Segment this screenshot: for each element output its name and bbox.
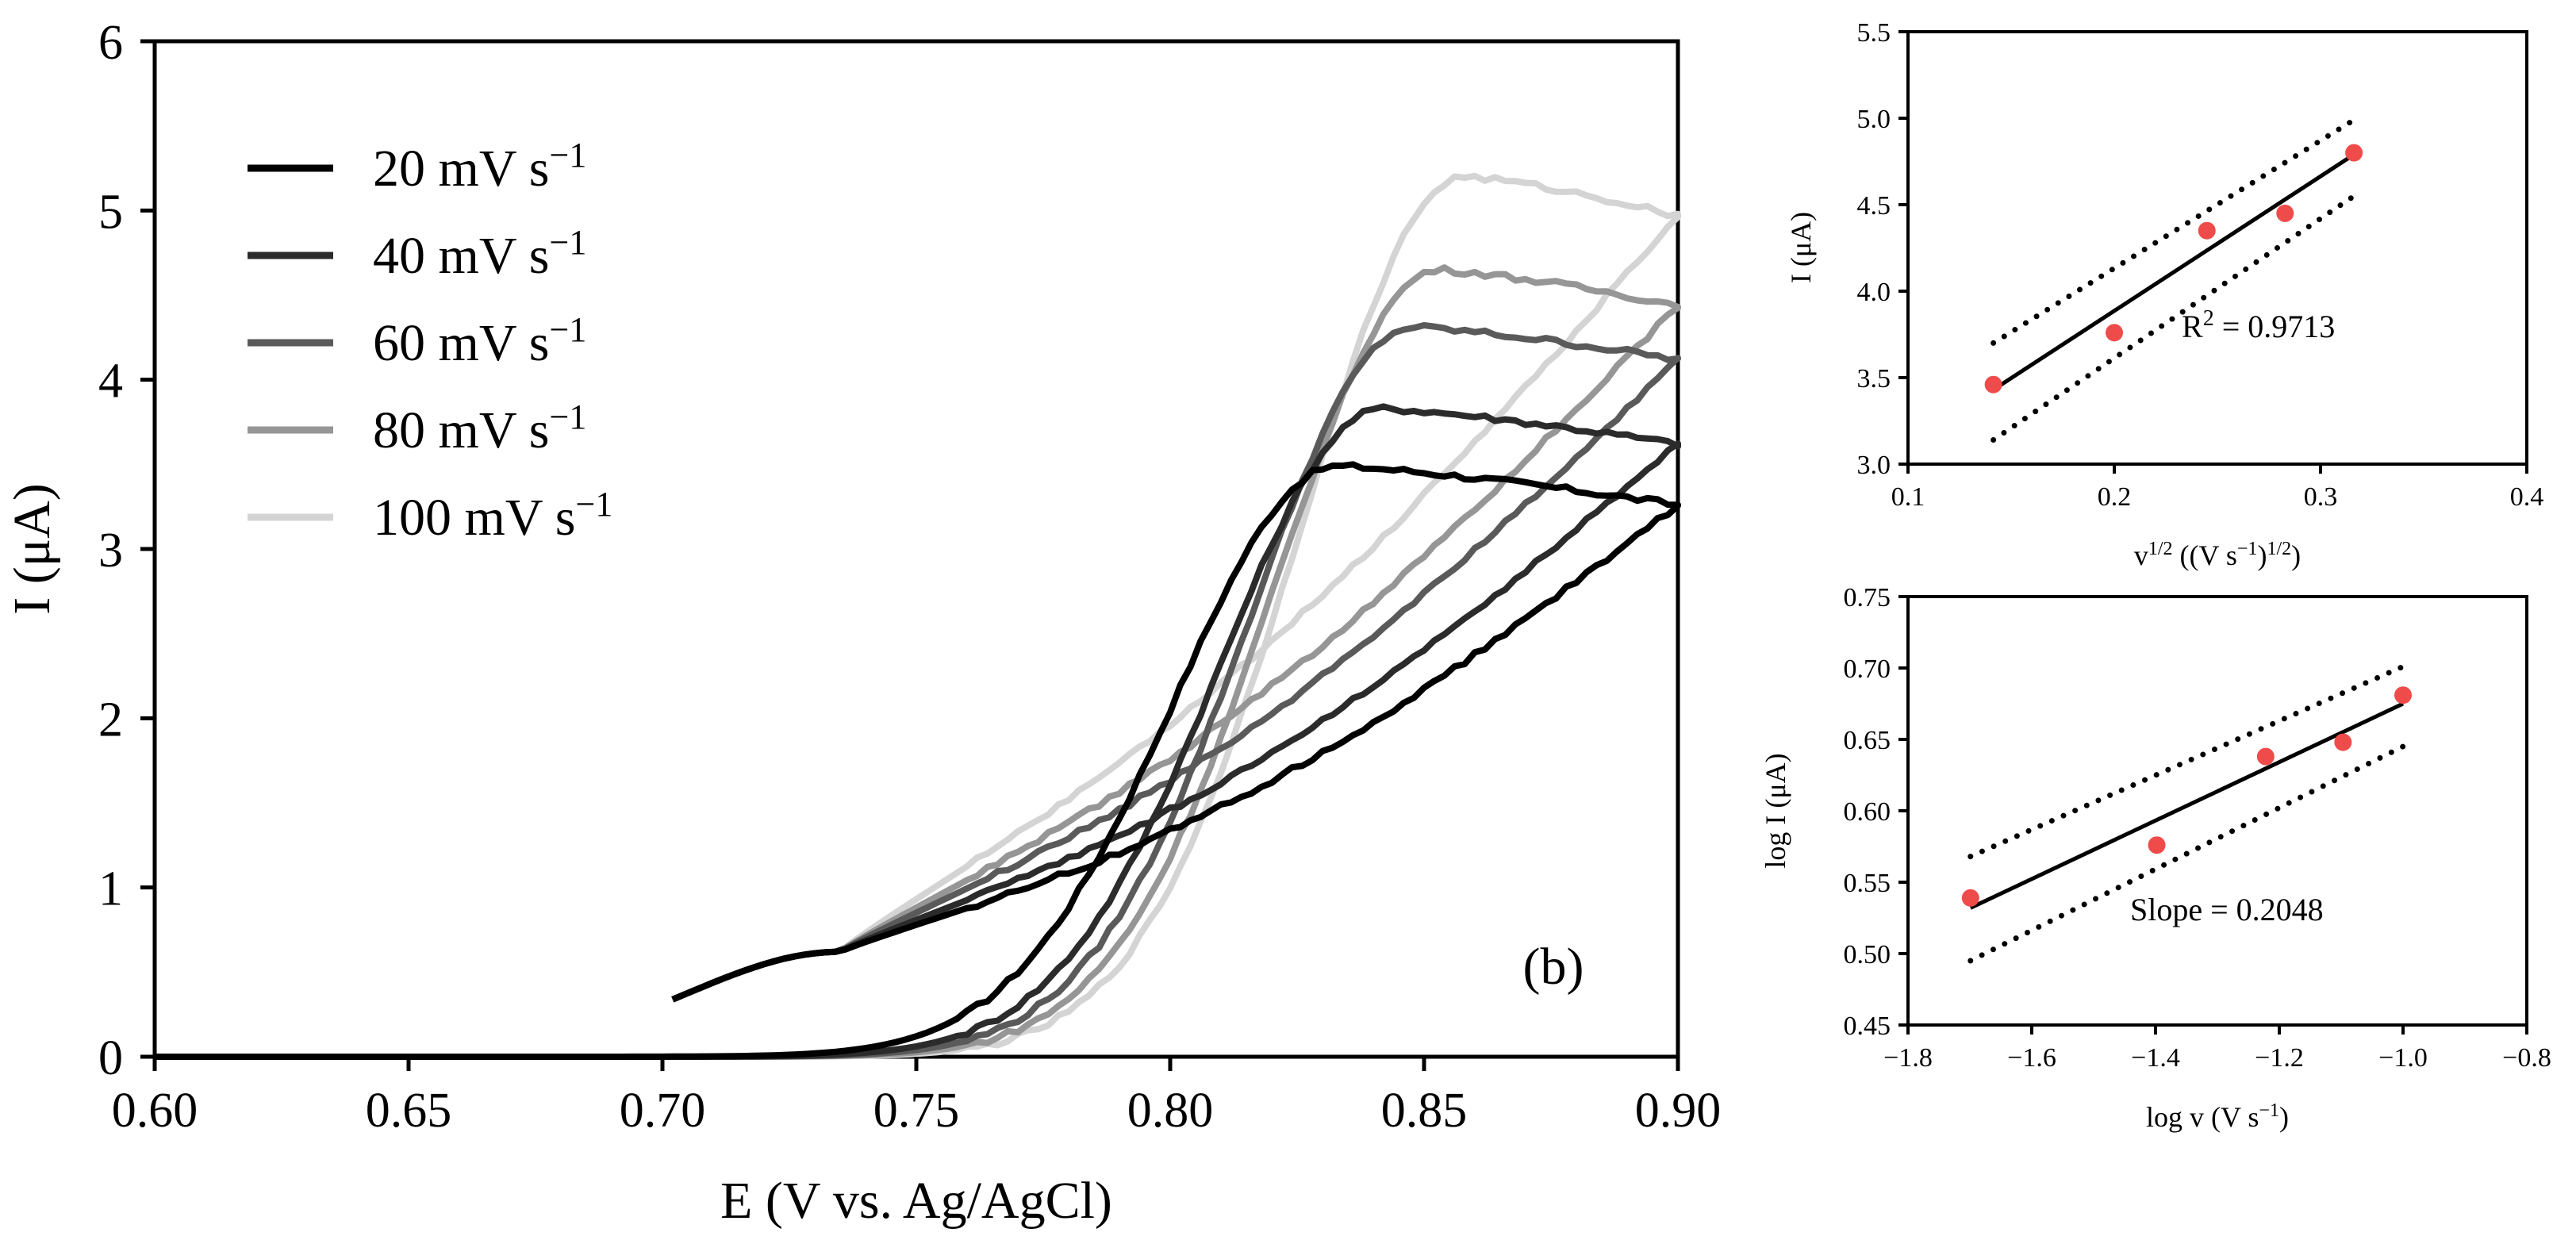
- inset-y-tick-label: 5.5: [1857, 18, 1891, 48]
- main-curves: [155, 172, 1681, 1060]
- confidence-band: [1968, 663, 2406, 860]
- main-x-tick-label: 0.65: [366, 1084, 452, 1138]
- fit-line: [1992, 152, 2355, 392]
- inset-x-tick-label: 0.2: [2098, 482, 2132, 512]
- data-point: [2106, 324, 2123, 342]
- inset-y-tick-label: 0.45: [1844, 1012, 1891, 1041]
- data-point: [2334, 733, 2352, 751]
- main-chart: 0.60 0.65 0.70 0.75 0.80 0.85 0.90 0 1 2 3 4 5 6 E (…: [3, 16, 1721, 1230]
- main-y-tick-label: 6: [98, 16, 123, 70]
- main-x-tick-label: 0.80: [1127, 1084, 1214, 1138]
- inset2-x-axis-label: log v (V s−1): [2146, 1100, 2289, 1133]
- main-y-tick-label: 4: [98, 355, 123, 409]
- data-point: [2198, 221, 2216, 240]
- main-x-tick-label: 0.85: [1381, 1084, 1468, 1138]
- main-y-tick-label: 0: [98, 1031, 123, 1085]
- inset2-annotation: Slope = 0.2048: [2130, 892, 2324, 927]
- data-point: [2256, 747, 2275, 766]
- legend-label: 80 mV s−1: [373, 397, 586, 460]
- inset-x-tick-label: −1.2: [2255, 1043, 2304, 1073]
- main-y-tick-label: 3: [98, 524, 123, 578]
- inset-y-tick-label: 0.60: [1844, 797, 1891, 827]
- inset-x-tick-label: 0.3: [2304, 482, 2338, 512]
- legend-label: 20 mV s−1: [373, 136, 586, 198]
- inset-x-tick-label: −1.6: [2007, 1043, 2056, 1073]
- main-y-tick-label: 2: [98, 693, 123, 747]
- panel-label: (b): [1523, 938, 1584, 996]
- main-y-axis-label: I (μA): [3, 483, 61, 614]
- inset-log-log: −1.8 −1.6 −1.4 −1.2 −1.0 −0.8 0.45 0.50 0.55 0.60…: [1760, 583, 2551, 1133]
- inset-x-tick-label: −1.0: [2378, 1043, 2428, 1073]
- inset-y-tick-label: 5.0: [1857, 105, 1891, 134]
- inset-y-tick-label: 0.75: [1844, 583, 1891, 612]
- inset-y-tick-label: 3.0: [1857, 451, 1891, 480]
- data-point: [2148, 836, 2166, 854]
- legend-label: 40 mV s−1: [373, 223, 586, 286]
- data-point: [1961, 889, 1979, 907]
- confidence-band: [1991, 193, 2357, 443]
- inset-y-tick-label: 0.65: [1844, 726, 1891, 755]
- cv-curve: [155, 461, 1681, 1060]
- inset1-x-axis-label: v1/2 ((V s−1)1/2): [2134, 539, 2301, 571]
- inset-sqrt-scan-rate: 0.1 0.2 0.3 0.4 3.0 3.5 4.0 4.5 5.0 5.5 v1/2 ((V …: [1785, 18, 2543, 571]
- inset-x-tick-label: 0.4: [2510, 482, 2544, 512]
- main-y-tick-label: 1: [98, 862, 123, 916]
- main-x-tick-label: 0.60: [112, 1084, 198, 1138]
- main-x-tick-label: 0.70: [620, 1084, 706, 1138]
- main-y-ticks: 0 1 2 3 4 5 6: [98, 16, 155, 1085]
- inset1-annotation: R2 = 0.9713: [2182, 306, 2335, 345]
- inset-x-tick-label: −1.4: [2131, 1043, 2180, 1073]
- inset2-plot-frame: [1906, 595, 2528, 1027]
- data-point: [1984, 375, 2002, 393]
- main-x-ticks: 0.60 0.65 0.70 0.75 0.80 0.85 0.90: [112, 1057, 1722, 1138]
- main-x-axis-label: E (V vs. Ag/AgCl): [720, 1172, 1112, 1230]
- data-point: [2394, 686, 2412, 704]
- legend-label: 60 mV s−1: [373, 310, 586, 373]
- inset-x-tick-label: −1.8: [1883, 1043, 1933, 1073]
- inset1-y-axis-label: I (μA): [1785, 212, 1817, 283]
- inset-y-tick-label: 4.0: [1857, 278, 1891, 307]
- fit-line: [1969, 701, 2405, 910]
- legend-label: 100 mV s−1: [373, 485, 612, 547]
- inset1-content: 0.1 0.2 0.3 0.4 3.0 3.5 4.0 4.5 5.0 5.5: [1857, 18, 2544, 512]
- confidence-band: [1991, 117, 2357, 346]
- legend: 20 mV s−1 40 mV s−1 60 mV s−1 80 mV s−1 100 …: [248, 136, 612, 547]
- main-x-tick-label: 0.75: [873, 1084, 960, 1138]
- main-y-tick-label: 5: [98, 185, 123, 239]
- inset2-content: −1.8 −1.6 −1.4 −1.2 −1.0 −0.8 0.45 0.50 0.55 0.60…: [1844, 583, 2551, 1073]
- main-x-tick-label: 0.90: [1635, 1084, 1722, 1138]
- inset-y-tick-label: 0.55: [1844, 869, 1891, 898]
- inset-y-tick-label: 0.50: [1844, 940, 1891, 969]
- confidence-band: [1968, 743, 2406, 964]
- inset-y-tick-label: 3.5: [1857, 364, 1891, 393]
- inset-y-tick-label: 4.5: [1857, 191, 1891, 221]
- data-point: [2276, 204, 2294, 222]
- cv-curve: [155, 264, 1681, 1060]
- data-point: [2345, 144, 2363, 162]
- inset-y-tick-label: 0.70: [1844, 655, 1891, 684]
- inset-x-tick-label: 0.1: [1891, 482, 1925, 512]
- inset-x-tick-label: −0.8: [2502, 1043, 2551, 1073]
- inset1-plot-frame: [1906, 30, 2528, 466]
- inset2-y-axis-label: log I (μA): [1760, 753, 1791, 868]
